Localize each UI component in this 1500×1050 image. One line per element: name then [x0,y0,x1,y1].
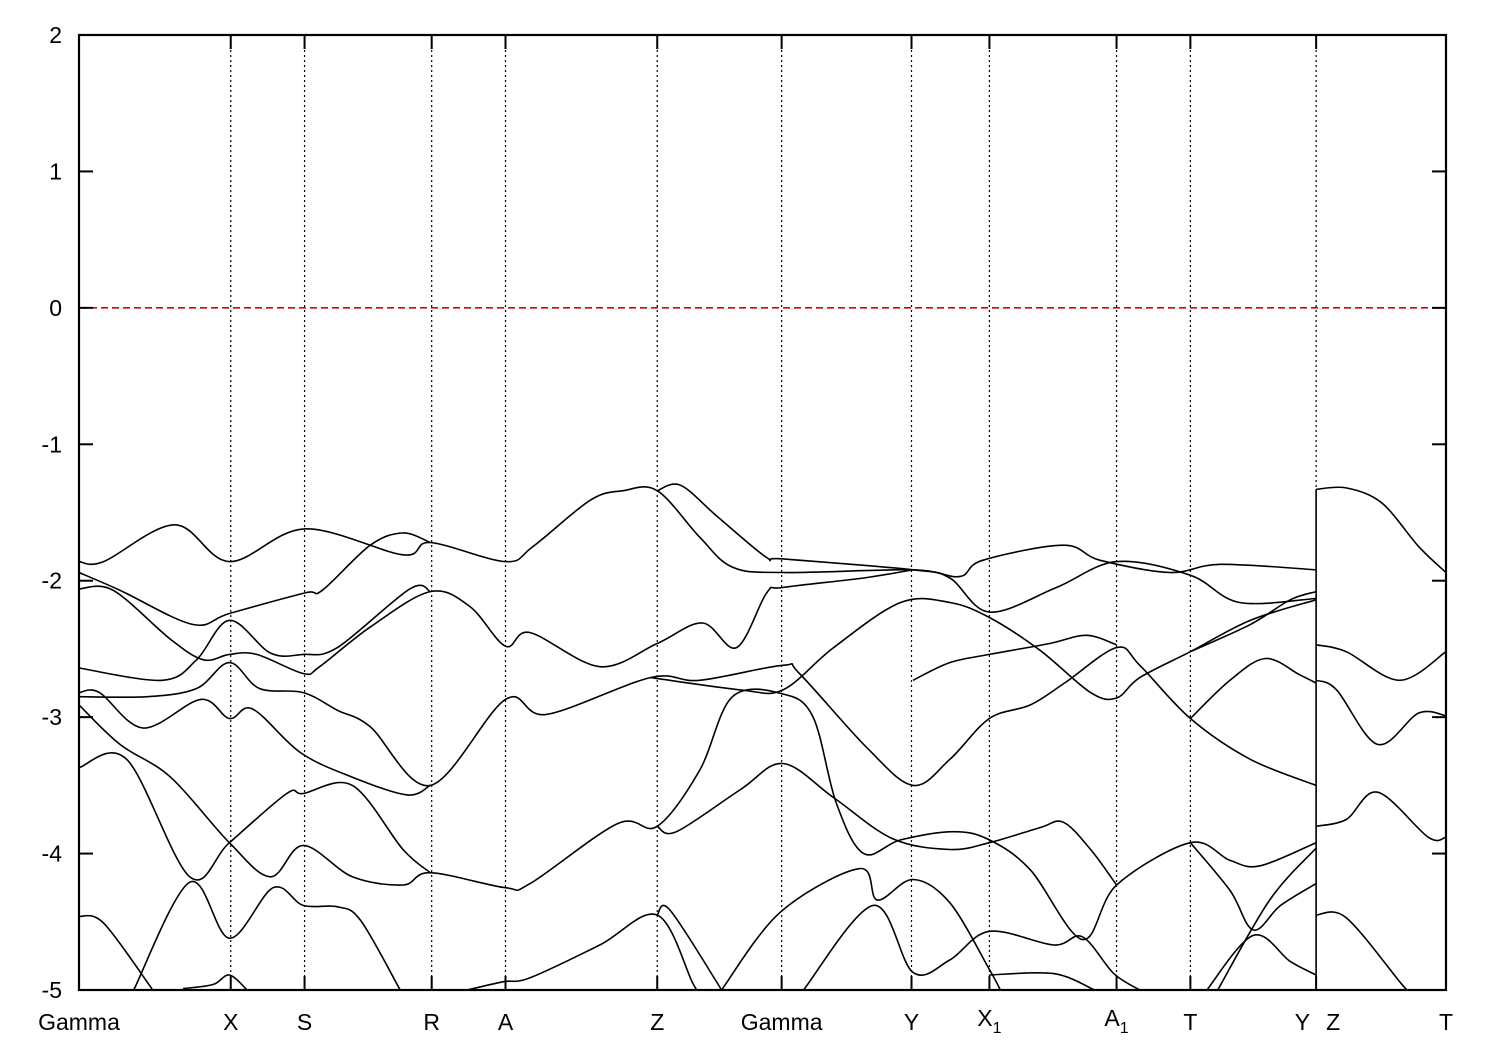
band-line [802,904,1141,990]
x-tick-label: Y [904,1009,919,1035]
band-line [79,752,431,881]
x-tick-label: Z [1326,1009,1340,1035]
band-line [1315,644,1446,682]
x-tick-label-text: Gamma [38,1009,120,1035]
x-tick-label: T [1439,1009,1453,1035]
x-tick-label-text: T [1183,1009,1197,1035]
x-tick-label: A [498,1009,514,1035]
band-line [656,904,723,990]
band-line [1206,934,1317,990]
band-line [1217,847,1317,990]
band-line [1315,791,1446,842]
y-tick-label: -1 [42,431,62,457]
x-tick-label: X [223,1009,238,1035]
band-line [1315,679,1446,746]
y-tick-label: -2 [42,568,62,594]
band-line [1189,657,1317,720]
x-tick-label-text: S [297,1009,312,1035]
x-tick-label-text: Y [1295,1009,1310,1035]
band-line [989,971,1096,990]
band-line [79,486,1317,578]
x-tick-label-subscript: 1 [993,1020,1002,1037]
y-tick-label: 2 [49,22,62,48]
y-tick-label: 0 [49,295,62,321]
band-line [467,913,699,990]
band-line [720,867,1002,990]
band-line [182,974,248,990]
band-line [1189,842,1317,931]
x-tick-label: Gamma [38,1009,120,1035]
x-tick-label-text: Z [1326,1009,1340,1035]
x-tick-label: Gamma [741,1009,823,1035]
x-tick-label-text: A [1104,1005,1120,1031]
band-line [912,634,1117,682]
x-tick-label-text: R [423,1009,440,1035]
y-tick-label: 1 [49,158,62,184]
band-line [650,597,1317,701]
x-tick-label: T [1183,1009,1197,1035]
axis-ticks [78,34,1447,991]
band-line [1190,590,1317,653]
plot-frame [77,33,1448,992]
high-symmetry-lines [230,35,1317,990]
band-line [656,483,1317,613]
y-tick-labels: -5 -4 -3 -2 -1 0 1 2 [42,22,63,1003]
x-tick-label: X1 [977,1005,1001,1037]
x-tick-label-text: A [498,1009,514,1035]
x-tick-label: S [297,1009,312,1035]
band-line [79,914,154,990]
band-line [79,689,431,796]
band-line [132,880,401,990]
y-tick-label: -5 [42,977,62,1003]
y-tick-label: -4 [42,841,63,867]
x-tick-label-text: X [977,1005,992,1031]
x-tick-label-text: X [223,1009,238,1035]
band-line [79,646,1317,787]
band-line [79,688,1317,941]
x-tick-label-text: T [1439,1009,1453,1035]
x-tick-label-subscript: 1 [1120,1020,1129,1037]
y-tick-label: -3 [42,704,62,730]
x-tick-label-text: Y [904,1009,919,1035]
band-line [79,584,431,682]
x-tick-label: Z [650,1009,664,1035]
band-line [79,532,431,627]
x-tick-label: Y [1295,1009,1310,1035]
band-line [656,762,1118,886]
x-tick-label: R [423,1009,440,1035]
band-line [79,569,914,676]
band-line [1316,486,1446,574]
x-tick-label: A1 [1104,1005,1128,1037]
bands [79,483,1446,990]
x-tick-label-text: Gamma [741,1009,823,1035]
x-tick-label-text: Z [650,1009,664,1035]
band-line [1316,911,1409,990]
x-tick-labels: Gamma X S R A Z Gamma Y X1 A1 T Y Z T [38,1005,1453,1037]
